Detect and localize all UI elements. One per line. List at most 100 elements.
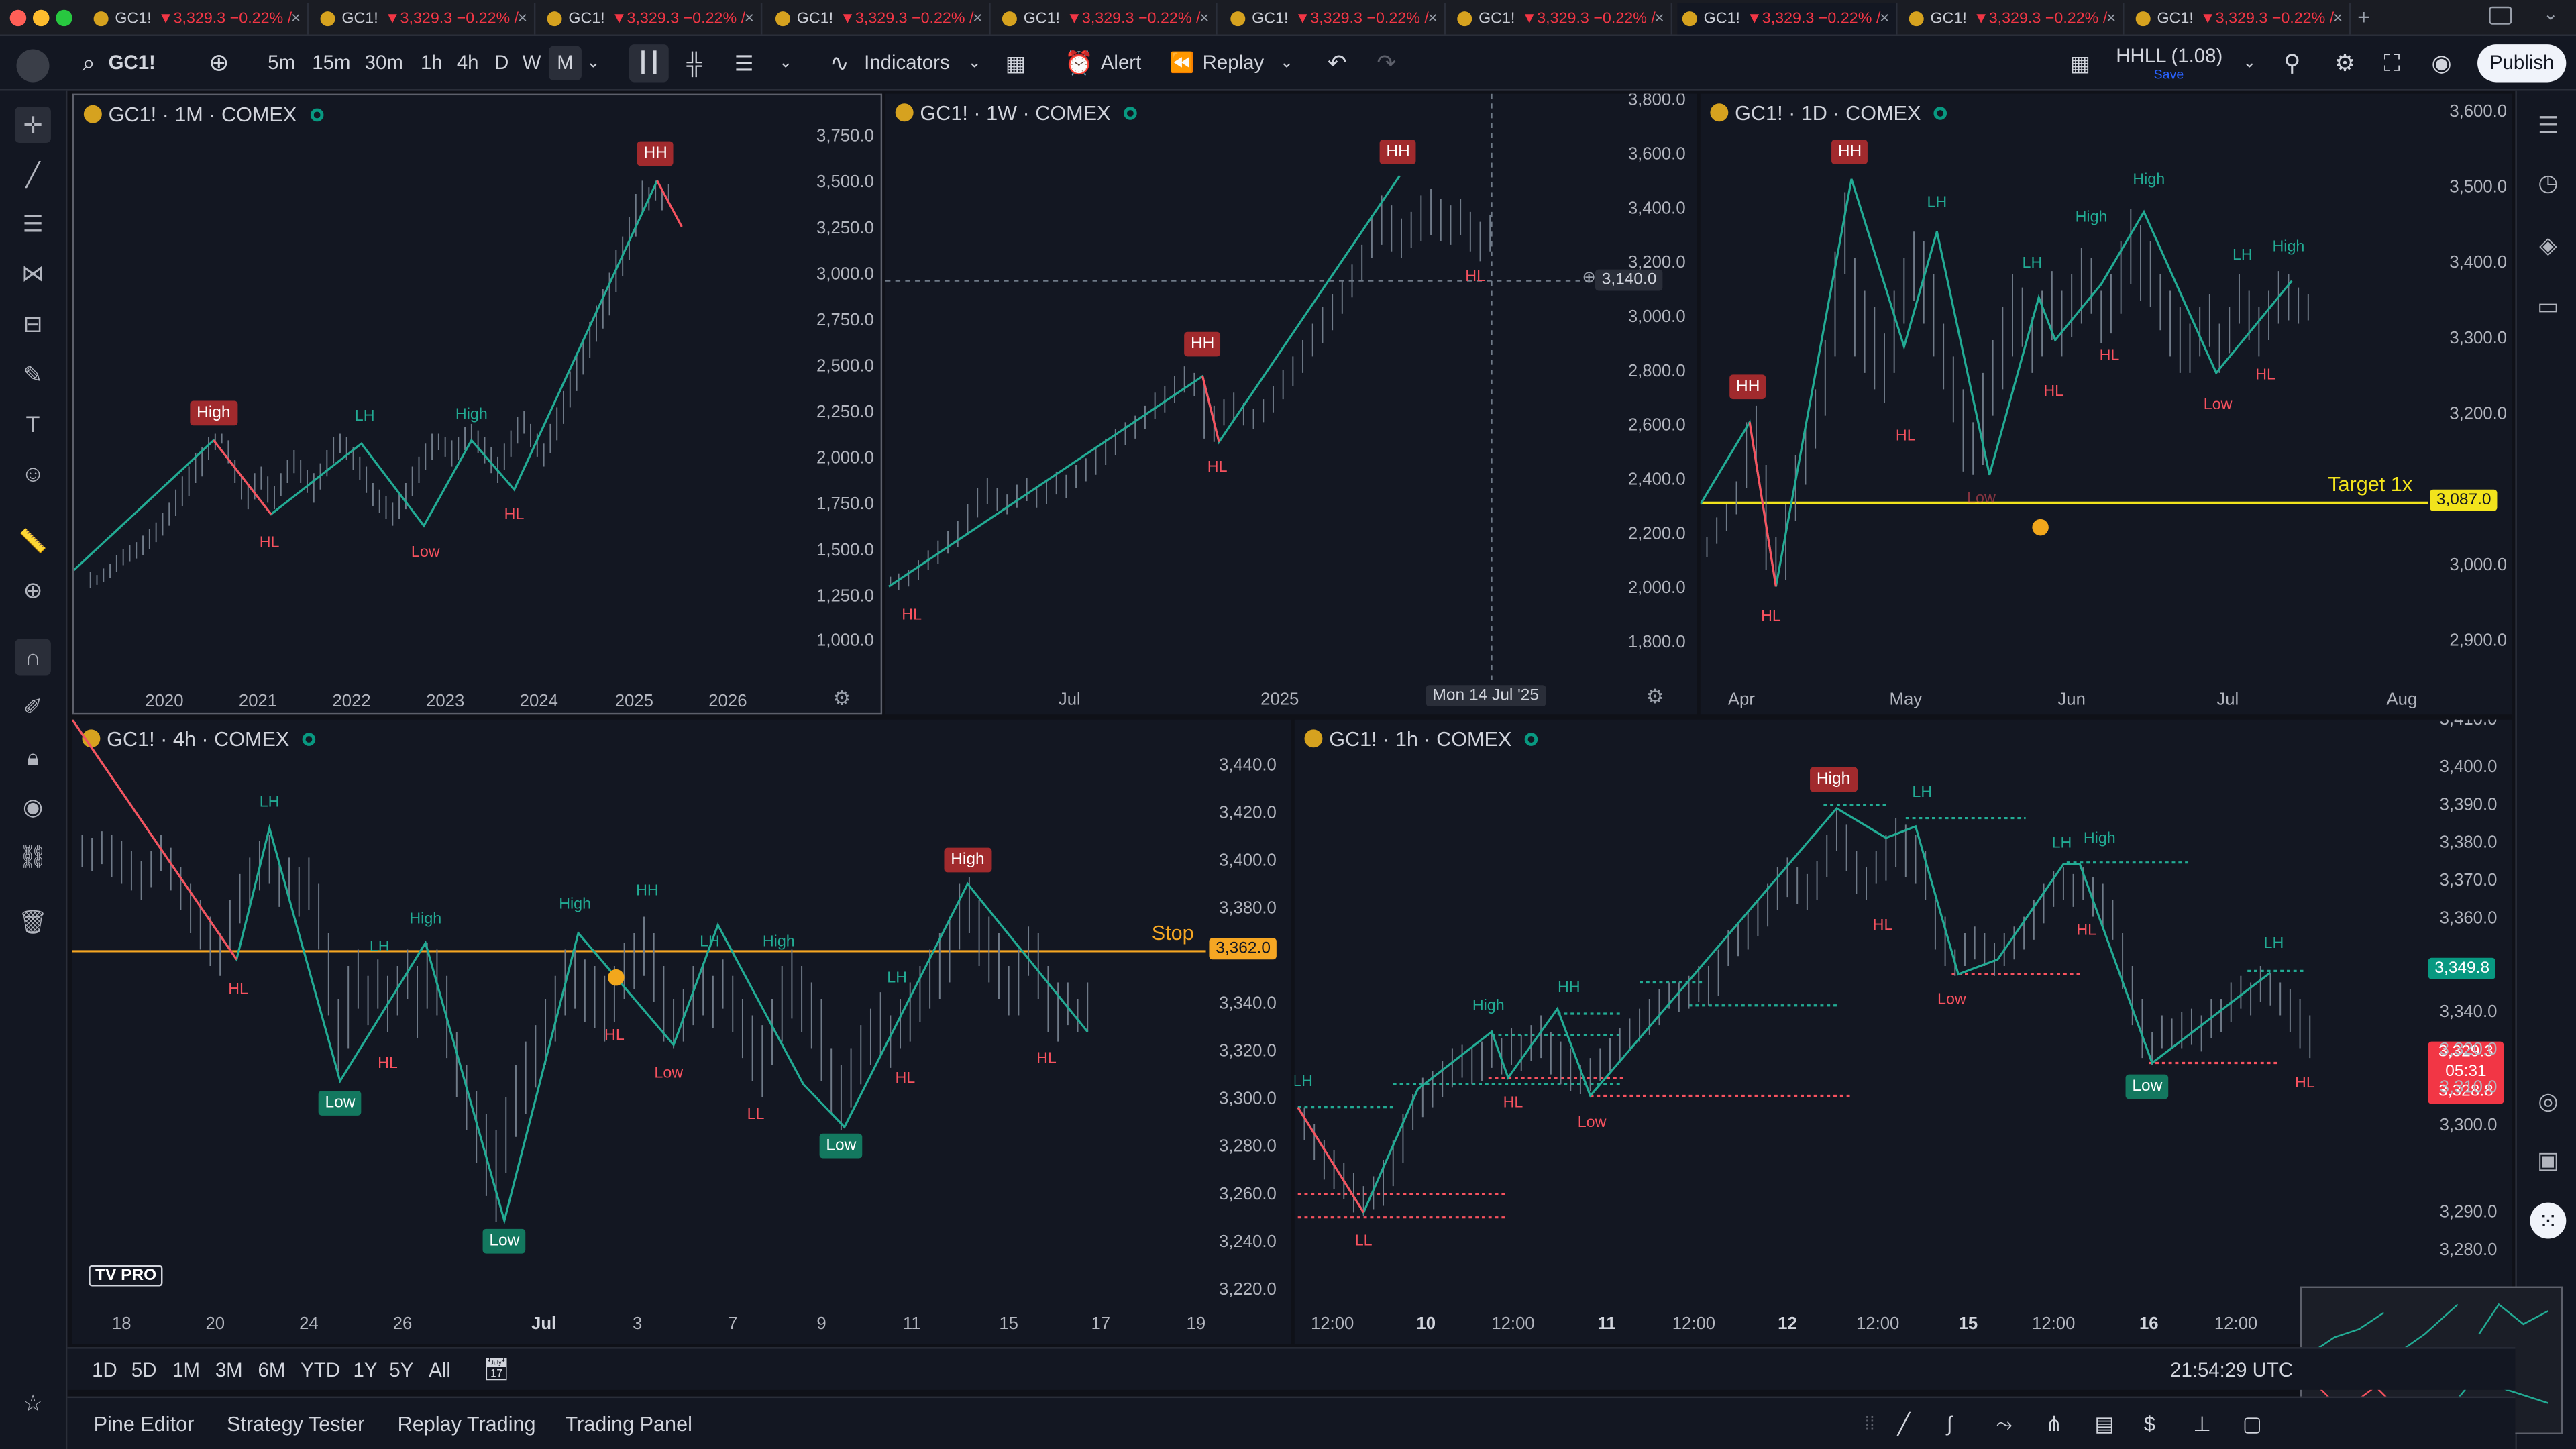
range-5y[interactable]: 5Y — [389, 1358, 414, 1382]
path-tool-icon[interactable]: ⤳ — [1996, 1413, 2013, 1436]
text-tool-icon[interactable]: T — [25, 411, 40, 437]
alert-clock-icon[interactable]: ⏰ — [1064, 49, 1093, 76]
indicators-icon[interactable]: ∿ — [829, 49, 849, 76]
indicators-dropdown-icon[interactable]: ⌄ — [967, 54, 981, 72]
replay-dropdown-icon[interactable]: ⌄ — [1279, 54, 1294, 72]
apps-grid-icon[interactable]: ⁙ — [2530, 1202, 2567, 1239]
browser-tab[interactable]: GC1! ▼3,329.3 −0.22% / × — [2131, 3, 2351, 35]
range-all[interactable]: All — [429, 1358, 451, 1382]
maximize-window-icon[interactable] — [56, 9, 72, 27]
close-window-icon[interactable] — [9, 9, 27, 27]
footer-tab-replay-trading[interactable]: Replay Trading — [397, 1413, 536, 1436]
layout-name[interactable]: HHLL (1.08) — [2116, 44, 2223, 68]
stay-in-drawing-mode-icon[interactable]: ✐ — [23, 693, 43, 720]
target-icon[interactable]: ◎ — [2538, 1087, 2559, 1114]
price-label-tool-icon[interactable]: $ — [2143, 1413, 2155, 1436]
footer-tab-pine-editor[interactable]: Pine Editor — [93, 1413, 195, 1436]
browser-tab[interactable]: GC1! ▼3,329.3 −0.22% / × — [1226, 3, 1446, 35]
tab-close-icon[interactable]: × — [2332, 9, 2343, 28]
new-tab-icon[interactable]: + — [2357, 5, 2370, 30]
tab-close-icon[interactable]: × — [1880, 9, 1890, 28]
interval-d[interactable]: D — [494, 50, 509, 74]
range-1y[interactable]: 1Y — [353, 1358, 378, 1382]
tab-close-icon[interactable]: × — [1654, 9, 1664, 28]
tab-close-icon[interactable]: × — [744, 9, 755, 28]
indicators-button[interactable]: Indicators — [864, 50, 950, 74]
interval-5m[interactable]: 5m — [268, 50, 296, 74]
layout-save-label[interactable]: Save — [2153, 67, 2184, 83]
interval-1h[interactable]: 1h — [420, 50, 443, 74]
ruler-tool-icon[interactable]: 📏 — [18, 527, 48, 554]
interval-dropdown-icon[interactable]: ⌄ — [586, 54, 600, 72]
chart-panel-daily[interactable]: GC1! · 1D · COMEX HH HH LH LH LH High Hi… — [1700, 93, 2512, 715]
forecast-tool-icon[interactable]: ⊟ — [23, 310, 43, 337]
replay-icon[interactable]: ⏪ — [1169, 50, 1195, 74]
range-5d[interactable]: 5D — [131, 1358, 157, 1382]
browser-tab[interactable]: GC1! ▼3,329.3 −0.22% / × — [771, 3, 991, 35]
tab-close-icon[interactable]: × — [973, 9, 983, 28]
browser-tab[interactable]: GC1! ▼3,329.3 −0.22% / × — [1677, 3, 1898, 35]
chart-panel-1h[interactable]: GC1! · 1h · COMEX High LH LH LH LH High … — [1294, 719, 2512, 1344]
templates-icon[interactable]: ▦ — [1005, 50, 1026, 76]
quick-search-icon[interactable]: ⚲ — [2284, 49, 2301, 76]
user-avatar[interactable] — [16, 49, 50, 83]
rectangle-tool-icon[interactable]: ▢ — [2242, 1413, 2262, 1436]
chart-style-icon[interactable]: ☰ — [734, 50, 754, 76]
alert-button[interactable]: Alert — [1100, 50, 1142, 74]
pattern-tool-icon[interactable]: ⋈ — [21, 259, 45, 286]
fib-retracement-tool-icon[interactable]: ☰ — [22, 210, 44, 237]
browser-tab[interactable]: GC1! ▼3,329.3 −0.22% / × — [89, 3, 309, 35]
range-6m[interactable]: 6M — [258, 1358, 286, 1382]
browser-tab[interactable]: GC1! ▼3,329.3 −0.22% / × — [542, 3, 763, 35]
redo-icon[interactable]: ↷ — [1377, 49, 1396, 76]
range-3m[interactable]: 3M — [215, 1358, 243, 1382]
replay-button[interactable]: Replay — [1202, 50, 1265, 74]
bar-chart-type-icon[interactable]: ╬ — [686, 50, 702, 76]
calendar-icon[interactable]: ▣ — [2537, 1146, 2559, 1173]
lock-drawings-icon[interactable]: 🔒︎ — [26, 744, 40, 771]
chart-style-dropdown-icon[interactable]: ⌄ — [778, 54, 793, 72]
symbol-search[interactable]: GC1! — [108, 50, 156, 74]
alerts-clock-icon[interactable]: ◷ — [2538, 169, 2559, 196]
magnet-tool-icon[interactable]: ∩ — [15, 639, 51, 676]
tab-close-icon[interactable]: × — [1428, 9, 1438, 28]
publish-button[interactable]: Publish — [2477, 44, 2567, 83]
text-box-tool-icon[interactable]: ▤ — [2094, 1413, 2114, 1436]
chart-panel-4h[interactable]: GC1! · 4h · COMEX LH LH LH LH High High … — [72, 719, 1291, 1344]
undo-icon[interactable]: ↶ — [1327, 49, 1347, 76]
footer-tab-trading-panel[interactable]: Trading Panel — [565, 1413, 692, 1436]
emoji-tool-icon[interactable]: ☺ — [21, 460, 45, 486]
tab-close-icon[interactable]: × — [1199, 9, 1210, 28]
browser-tab[interactable]: GC1! ▼3,329.3 −0.22% / × — [315, 3, 536, 35]
candles-chart-type-icon[interactable]: ┃┃ — [629, 44, 669, 83]
crosshair-tool-icon[interactable]: ✛ — [15, 107, 51, 144]
snapshot-camera-icon[interactable]: ◉ — [2431, 49, 2452, 76]
tab-menu-icon[interactable]: ⌄ — [2543, 5, 2559, 25]
zoom-in-tool-icon[interactable]: ⊕ — [23, 576, 43, 603]
trend-line-tool-icon[interactable]: ╱ — [25, 161, 40, 188]
layers-icon[interactable]: ◈ — [2539, 231, 2557, 258]
add-price-line-icon[interactable]: ⊕ — [1582, 269, 1596, 288]
settings-gear-icon[interactable]: ⚙ — [2334, 49, 2355, 76]
layout-dropdown-icon[interactable]: ⌄ — [2242, 54, 2257, 72]
trash-icon[interactable]: 🗑︎ — [18, 908, 48, 935]
fullscreen-icon[interactable]: ⛶ — [2383, 49, 2400, 76]
range-ytd[interactable]: YTD — [301, 1358, 340, 1382]
tab-close-icon[interactable]: × — [517, 9, 528, 28]
range-1d[interactable]: 1D — [92, 1358, 117, 1382]
watchlist-icon[interactable]: ☰ — [2537, 111, 2559, 138]
chart-panel-weekly[interactable]: GC1! · 1W · COMEX HH HH HL HL HL 3,140.0… — [885, 93, 1697, 715]
measure-tool-icon[interactable]: ⊥ — [2193, 1413, 2212, 1436]
interval-30m[interactable]: 30m — [364, 50, 403, 74]
tab-close-icon[interactable]: × — [290, 9, 301, 28]
chat-icon[interactable]: ▭ — [2537, 292, 2559, 319]
browser-tab[interactable]: GC1! ▼3,329.3 −0.22% / × — [1452, 3, 1673, 35]
sidebar-toggle-icon[interactable] — [2489, 6, 2512, 25]
curve-tool-icon[interactable]: ∫ — [1947, 1413, 1953, 1436]
weekly-chart-settings-icon[interactable]: ⚙ — [1646, 685, 1664, 708]
interval-m[interactable]: M — [548, 46, 582, 81]
layout-grid-icon[interactable]: ▦ — [2070, 50, 2090, 76]
brush-tool-icon[interactable]: ✎ — [23, 361, 43, 388]
interval-4h[interactable]: 4h — [456, 50, 479, 74]
monthly-chart-settings-icon[interactable]: ⚙ — [833, 686, 851, 710]
